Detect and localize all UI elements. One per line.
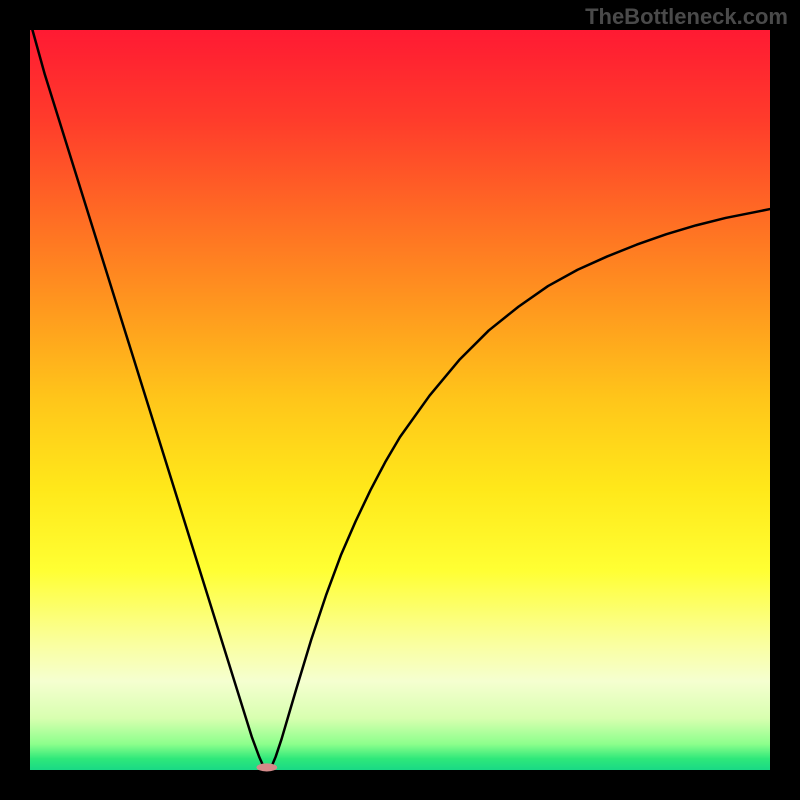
plot-background (30, 30, 770, 770)
optimal-point-marker (256, 763, 277, 771)
watermark-text: TheBottleneck.com (585, 4, 788, 30)
chart-frame: TheBottleneck.com (0, 0, 800, 800)
bottleneck-chart (0, 0, 800, 800)
